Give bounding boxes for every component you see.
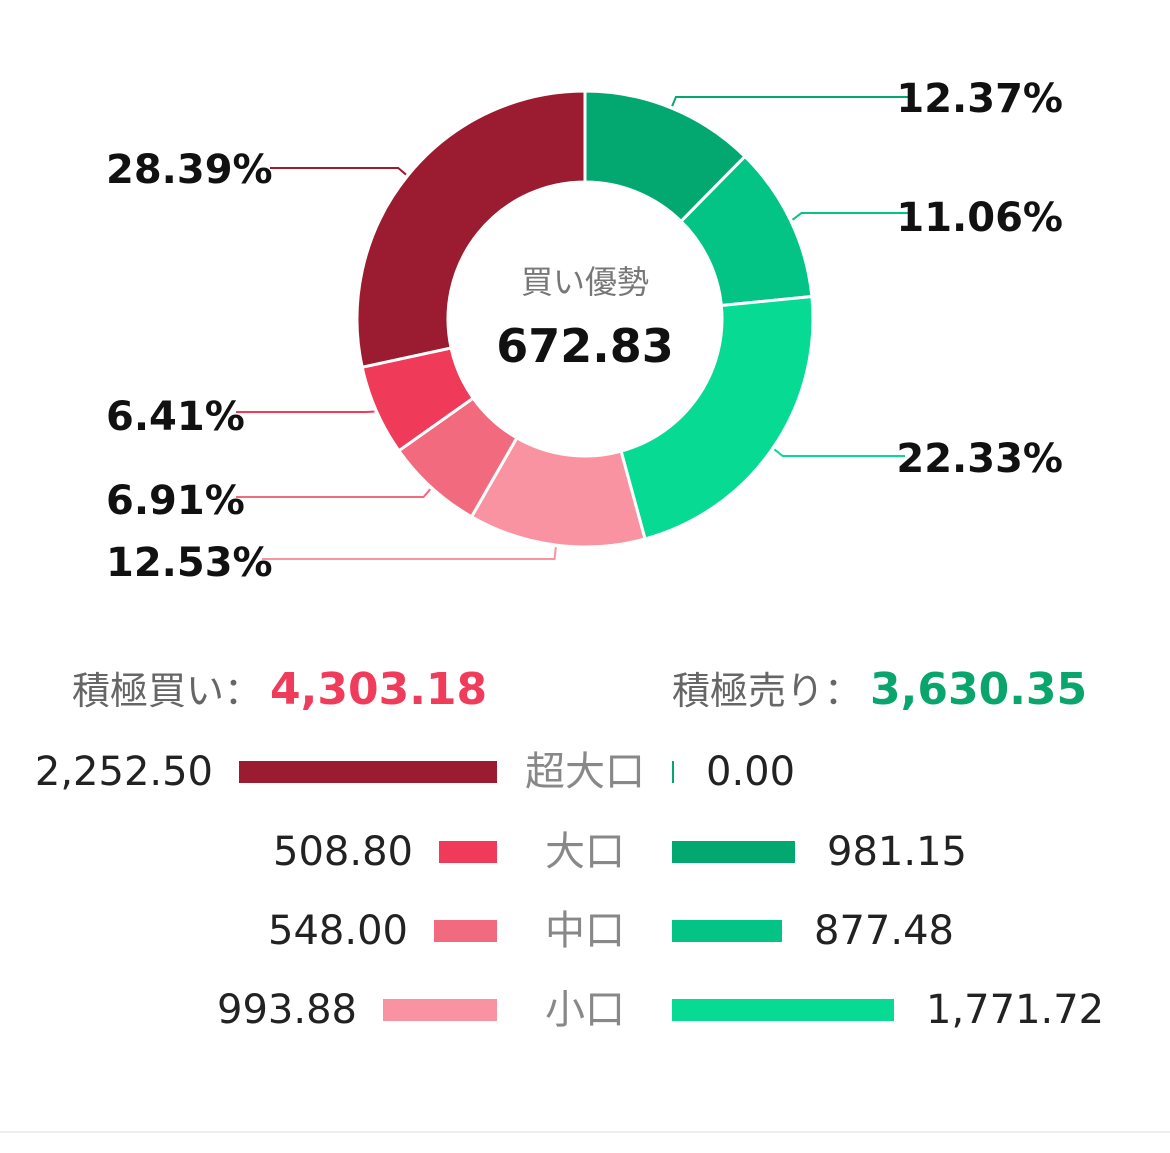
divider (0, 1131, 1170, 1133)
buy-bar (239, 761, 497, 783)
sell-value: 1,771.72 (926, 987, 1105, 1033)
slice-label: 6.91% (106, 478, 245, 524)
breakdown-row: 2,252.50 超大口 0.00 (0, 742, 1170, 802)
breakdown-row: 548.00 中口 877.48 (0, 901, 1170, 961)
center-caption: 買い優勢 (521, 263, 649, 301)
buy-value: 993.88 (217, 987, 357, 1033)
category-label: 小口 (545, 987, 625, 1033)
leader-line (773, 448, 905, 457)
category-label: 大口 (545, 829, 625, 875)
summary-buy-caption: 積極買い： (72, 669, 263, 713)
buy-value: 508.80 (273, 829, 413, 875)
buy-value: 2,252.50 (34, 749, 213, 795)
buy-bar (439, 841, 497, 863)
donut-slice (619, 294, 815, 541)
breakdown-row: 993.88 小口 1,771.72 (0, 980, 1170, 1040)
sell-value: 877.48 (814, 908, 954, 954)
slice-label: 22.33% (896, 436, 1063, 482)
category-label: 超大口 (525, 749, 645, 795)
slice-label: 12.37% (896, 76, 1063, 122)
summary-buy: 積極買い： 4,303.18 (72, 660, 487, 716)
leader-line (791, 212, 912, 221)
breakdown-row: 508.80 大口 981.15 (0, 822, 1170, 882)
buy-value: 548.00 (268, 908, 408, 954)
sell-bar (672, 920, 782, 942)
slice-label: 28.39% (106, 147, 273, 193)
donut-chart: 12.37% 11.06% 22.33% 12.53% 6.91% 6.41% 28.39%… (106, 76, 1063, 586)
sell-bar (672, 999, 894, 1021)
summary-sell-value: 3,630.35 (870, 664, 1088, 715)
buy-bar (383, 999, 497, 1021)
center-value: 672.83 (496, 319, 674, 373)
sell-bar (672, 841, 795, 863)
leader-line (270, 167, 407, 176)
slice-label: 11.06% (896, 195, 1063, 241)
sell-value: 0.00 (706, 749, 796, 795)
summary-sell-caption: 積極売り： (672, 669, 863, 713)
summary-sell: 積極売り： 3,630.35 (672, 660, 1087, 716)
sell-value: 981.15 (827, 829, 967, 875)
leader-line (671, 96, 912, 107)
slice-label: 6.41% (106, 394, 245, 440)
leader-line (236, 488, 432, 498)
summary-buy-value: 4,303.18 (270, 664, 488, 715)
buy-bar (434, 920, 497, 942)
category-label: 中口 (545, 908, 625, 954)
donut-slice (355, 89, 587, 369)
slice-label: 12.53% (106, 540, 273, 586)
leader-line (262, 547, 557, 560)
sell-bar (672, 761, 674, 783)
